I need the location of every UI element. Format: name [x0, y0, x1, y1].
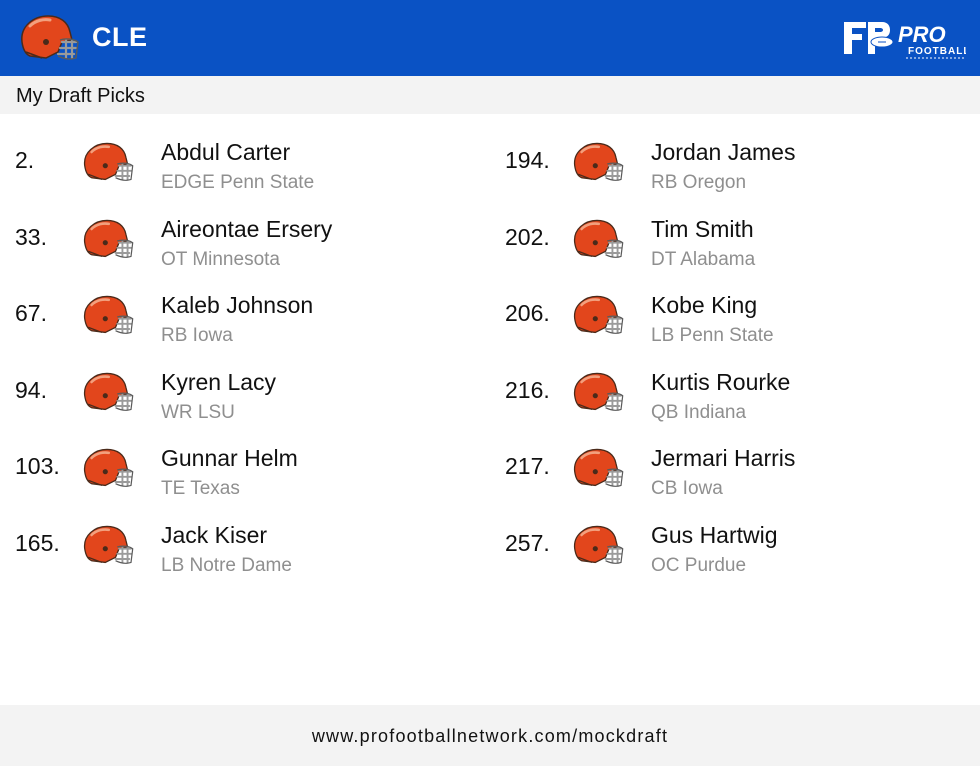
player-name: Jermari Harris — [651, 445, 796, 472]
player-position-school: LB Notre Dame — [161, 554, 292, 576]
draft-pick-row[interactable]: 2. Abdul Carter EDGE Penn State — [15, 138, 485, 215]
browns-helmet-icon — [569, 523, 625, 571]
player-name: Gunnar Helm — [161, 445, 298, 472]
header-bar: CLE PRO FOOTBALL — [0, 0, 980, 76]
picks-column-right: 194. Jordan James RB Oregon 202. Tim Smith DT… — [505, 138, 975, 598]
draft-pick-row[interactable]: 257. Gus Hartwig OC Purdue — [505, 521, 975, 598]
draft-pick-row[interactable]: 33. Aireontae Ersery OT Minnesota — [15, 215, 485, 292]
browns-helmet-icon — [79, 370, 135, 418]
player-position-school: RB Oregon — [651, 172, 747, 193]
player-name: Jordan James — [651, 139, 796, 165]
draft-pick-row[interactable]: 217. Jermari Harris CB Iowa — [505, 444, 975, 521]
browns-helmet-icon — [569, 140, 625, 188]
draft-pick-row[interactable]: 216. Kurtis Rourke QB Indiana — [505, 368, 975, 445]
footer-url[interactable]: www.profootballnetwork.com/mockdraft — [311, 726, 669, 746]
browns-helmet-icon — [569, 293, 625, 341]
footer-bar: www.profootballnetwork.com/mockdraft — [0, 705, 980, 766]
player-position-school: WR LSU — [161, 401, 235, 423]
player-position-school: EDGE Penn State — [161, 172, 315, 193]
browns-helmet-icon — [569, 217, 625, 265]
draft-pick-row[interactable]: 165. Jack Kiser LB Notre Dame — [15, 521, 485, 598]
browns-helmet-icon — [569, 446, 625, 494]
pick-number: 257. — [505, 529, 550, 556]
browns-helmet-icon — [79, 523, 135, 571]
player-position-school: LB Penn State — [651, 325, 774, 347]
draft-pick-row[interactable]: 103. Gunnar Helm TE Texas — [15, 444, 485, 521]
draft-pick-row[interactable]: 94. Kyren Lacy WR LSU — [15, 368, 485, 445]
player-position-school: CB Iowa — [651, 478, 723, 500]
player-name: Aireontae Ersery — [161, 215, 333, 242]
browns-helmet-icon — [79, 446, 135, 494]
pick-number: 216. — [505, 376, 550, 403]
pick-number: 2. — [15, 147, 35, 173]
pick-number: 165. — [15, 529, 60, 556]
section-title: My Draft Picks — [16, 85, 145, 107]
player-position-school: QB Indiana — [651, 401, 747, 423]
draft-pick-row[interactable]: 202. Tim Smith DT Alabama — [505, 215, 975, 292]
player-name: Gus Hartwig — [651, 521, 778, 548]
player-position-school: TE Texas — [161, 478, 240, 500]
browns-helmet-icon — [79, 217, 135, 265]
player-name: Kaleb Johnson — [161, 292, 314, 319]
pick-number: 33. — [15, 223, 47, 250]
player-name: Tim Smith — [651, 215, 754, 242]
picks-column-left: 2. Abdul Carter EDGE Penn State 33. Aireonta… — [15, 138, 485, 598]
player-position-school: OC Purdue — [651, 554, 747, 576]
player-name: Kyren Lacy — [161, 368, 277, 395]
section-bar: My Draft Picks — [0, 76, 980, 114]
player-name: Kurtis Rourke — [651, 368, 791, 395]
draft-pick-row[interactable]: 194. Jordan James RB Oregon — [505, 138, 975, 215]
browns-helmet-icon — [79, 140, 135, 188]
player-position-school: OT Minnesota — [161, 248, 280, 270]
brand-text: PRO — [898, 22, 946, 47]
pick-number: 103. — [15, 453, 60, 480]
pick-number: 217. — [505, 453, 550, 480]
player-position-school: DT Alabama — [651, 248, 756, 270]
player-name: Jack Kiser — [161, 521, 268, 548]
pick-number: 94. — [15, 376, 47, 403]
player-position-school: RB Iowa — [161, 325, 233, 347]
brand-subtext: FOOTBALL — [908, 46, 966, 57]
browns-helmet-icon — [569, 370, 625, 418]
pick-number: 194. — [505, 147, 550, 173]
player-name: Kobe King — [651, 292, 758, 319]
browns-helmet-icon — [16, 12, 80, 68]
browns-helmet-icon — [79, 293, 135, 341]
pick-number: 67. — [15, 300, 47, 327]
pick-number: 206. — [505, 300, 550, 327]
player-name: Abdul Carter — [161, 139, 291, 165]
draft-pick-row[interactable]: 67. Kaleb Johnson RB Iowa — [15, 291, 485, 368]
pfn-logo-icon[interactable]: PRO FOOTBALL — [842, 20, 966, 62]
pick-number: 202. — [505, 223, 550, 250]
draft-pick-row[interactable]: 206. Kobe King LB Penn State — [505, 291, 975, 368]
team-abbreviation: CLE — [92, 22, 148, 52]
